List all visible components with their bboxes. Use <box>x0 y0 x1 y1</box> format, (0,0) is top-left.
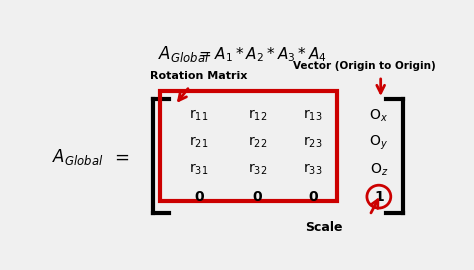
Text: r$_{33}$: r$_{33}$ <box>303 162 322 177</box>
Text: O$_y$: O$_y$ <box>369 133 388 152</box>
Text: r$_{13}$: r$_{13}$ <box>303 108 322 123</box>
Text: r$_{22}$: r$_{22}$ <box>248 135 267 150</box>
Text: r$_{23}$: r$_{23}$ <box>303 135 322 150</box>
Text: r$_{11}$: r$_{11}$ <box>189 108 209 123</box>
Text: 1: 1 <box>374 190 384 204</box>
Text: O$_x$: O$_x$ <box>369 107 388 124</box>
Text: O$_z$: O$_z$ <box>370 161 388 178</box>
Text: r$_{21}$: r$_{21}$ <box>189 135 209 150</box>
Bar <box>160 91 337 201</box>
Text: $= A_1 * A_2 * A_3 * A_4$: $= A_1 * A_2 * A_3 * A_4$ <box>196 45 327 63</box>
Text: 0: 0 <box>253 190 263 204</box>
Text: $A_{Global}$: $A_{Global}$ <box>52 147 103 167</box>
Text: r$_{12}$: r$_{12}$ <box>248 108 267 123</box>
Text: Vector (Origin to Origin): Vector (Origin to Origin) <box>293 61 436 71</box>
Text: $=$: $=$ <box>110 148 129 166</box>
Text: 0: 0 <box>308 190 318 204</box>
Text: $A_{Global}$: $A_{Global}$ <box>158 44 210 64</box>
Text: Scale: Scale <box>305 221 343 234</box>
Text: 0: 0 <box>194 190 204 204</box>
Text: Rotation Matrix: Rotation Matrix <box>150 71 247 81</box>
Text: r$_{31}$: r$_{31}$ <box>189 162 209 177</box>
Text: r$_{32}$: r$_{32}$ <box>248 162 267 177</box>
